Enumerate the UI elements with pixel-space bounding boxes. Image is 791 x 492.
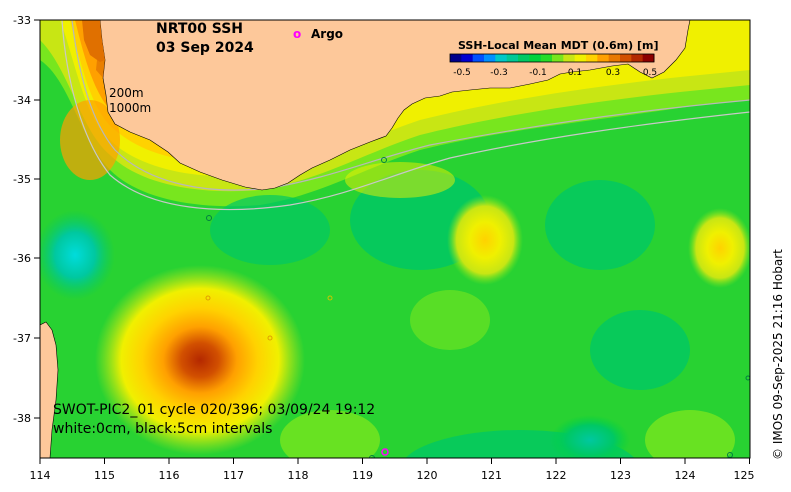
colorbar-swatch [540, 54, 553, 62]
colorbar-swatch [608, 54, 621, 62]
lon-label: 119 [352, 469, 373, 482]
contour-info: white:0cm, black:5cm intervals [53, 421, 272, 437]
colorbar-swatch [552, 54, 564, 62]
map-date: 03 Sep 2024 [156, 40, 254, 56]
swot-info: SWOT-PIC2_01 cycle 020/396; 03/09/24 19:… [53, 402, 375, 418]
lat-label: -33 [13, 14, 31, 27]
lat-label: -35 [13, 173, 31, 186]
colorbar-swatch [563, 54, 576, 62]
colorbar-swatch [642, 54, 655, 62]
argo-marker-icon: o [293, 27, 301, 41]
colorbar-tick: 0.3 [606, 68, 620, 78]
colorbar: SSH-Local Mean MDT (0.6m) [m] -0.5 -0.3 … [449, 39, 658, 78]
lon-label: 125 [734, 469, 755, 482]
colorbar-title: SSH-Local Mean MDT (0.6m) [m] [458, 39, 658, 52]
colorbar-tick: -0.3 [490, 68, 508, 78]
colorbar-tick: 0.1 [568, 68, 582, 78]
colorbar-swatch [574, 54, 587, 62]
lon-label: 117 [223, 469, 244, 482]
lon-label: 121 [481, 469, 502, 482]
lon-label: 116 [159, 469, 180, 482]
lon-label: 118 [288, 469, 309, 482]
colorbar-swatch [461, 54, 474, 62]
lon-label: 123 [610, 469, 631, 482]
lat-label: -36 [13, 252, 31, 265]
colorbar-swatch [495, 54, 508, 62]
isobath-200-label: 200m [109, 86, 144, 100]
colorbar-swatch [472, 54, 485, 62]
colorbar-swatch [506, 54, 519, 62]
lat-label: -37 [13, 332, 31, 345]
colorbar-swatch [597, 54, 610, 62]
map-frame [39, 19, 751, 459]
colorbar-swatch [620, 54, 632, 62]
map-title: NRT00 SSH [156, 21, 243, 37]
lon-label: 120 [417, 469, 438, 482]
isobath-1000-label: 1000m [109, 101, 151, 115]
lon-label: 114 [30, 469, 51, 482]
colorbar-tick: -0.5 [453, 68, 471, 78]
colorbar-swatch [484, 54, 496, 62]
colorbar-swatch [631, 54, 644, 62]
colorbar-tick: -0.1 [529, 68, 547, 78]
lat-label: -34 [13, 94, 31, 107]
colorbar-swatch [518, 54, 530, 62]
lon-label: 122 [546, 469, 567, 482]
lon-label: 115 [94, 469, 115, 482]
lat-axis: -33 -34 -35 -36 -37 -38 [13, 14, 40, 425]
colorbar-swatch [450, 54, 462, 62]
colorbar-swatch [529, 54, 542, 62]
land [40, 20, 691, 458]
argo-label: Argo [311, 27, 343, 41]
copyright: © IMOS 09-Sep-2025 21:16 Hobart [771, 249, 785, 460]
lon-axis: 114 115 116 117 118 119 120 121 122 123 … [30, 458, 755, 482]
colorbar-tick: 0.5 [643, 68, 657, 78]
colorbar-swatch [586, 54, 598, 62]
lat-label: -38 [13, 412, 31, 425]
lon-label: 124 [675, 469, 696, 482]
